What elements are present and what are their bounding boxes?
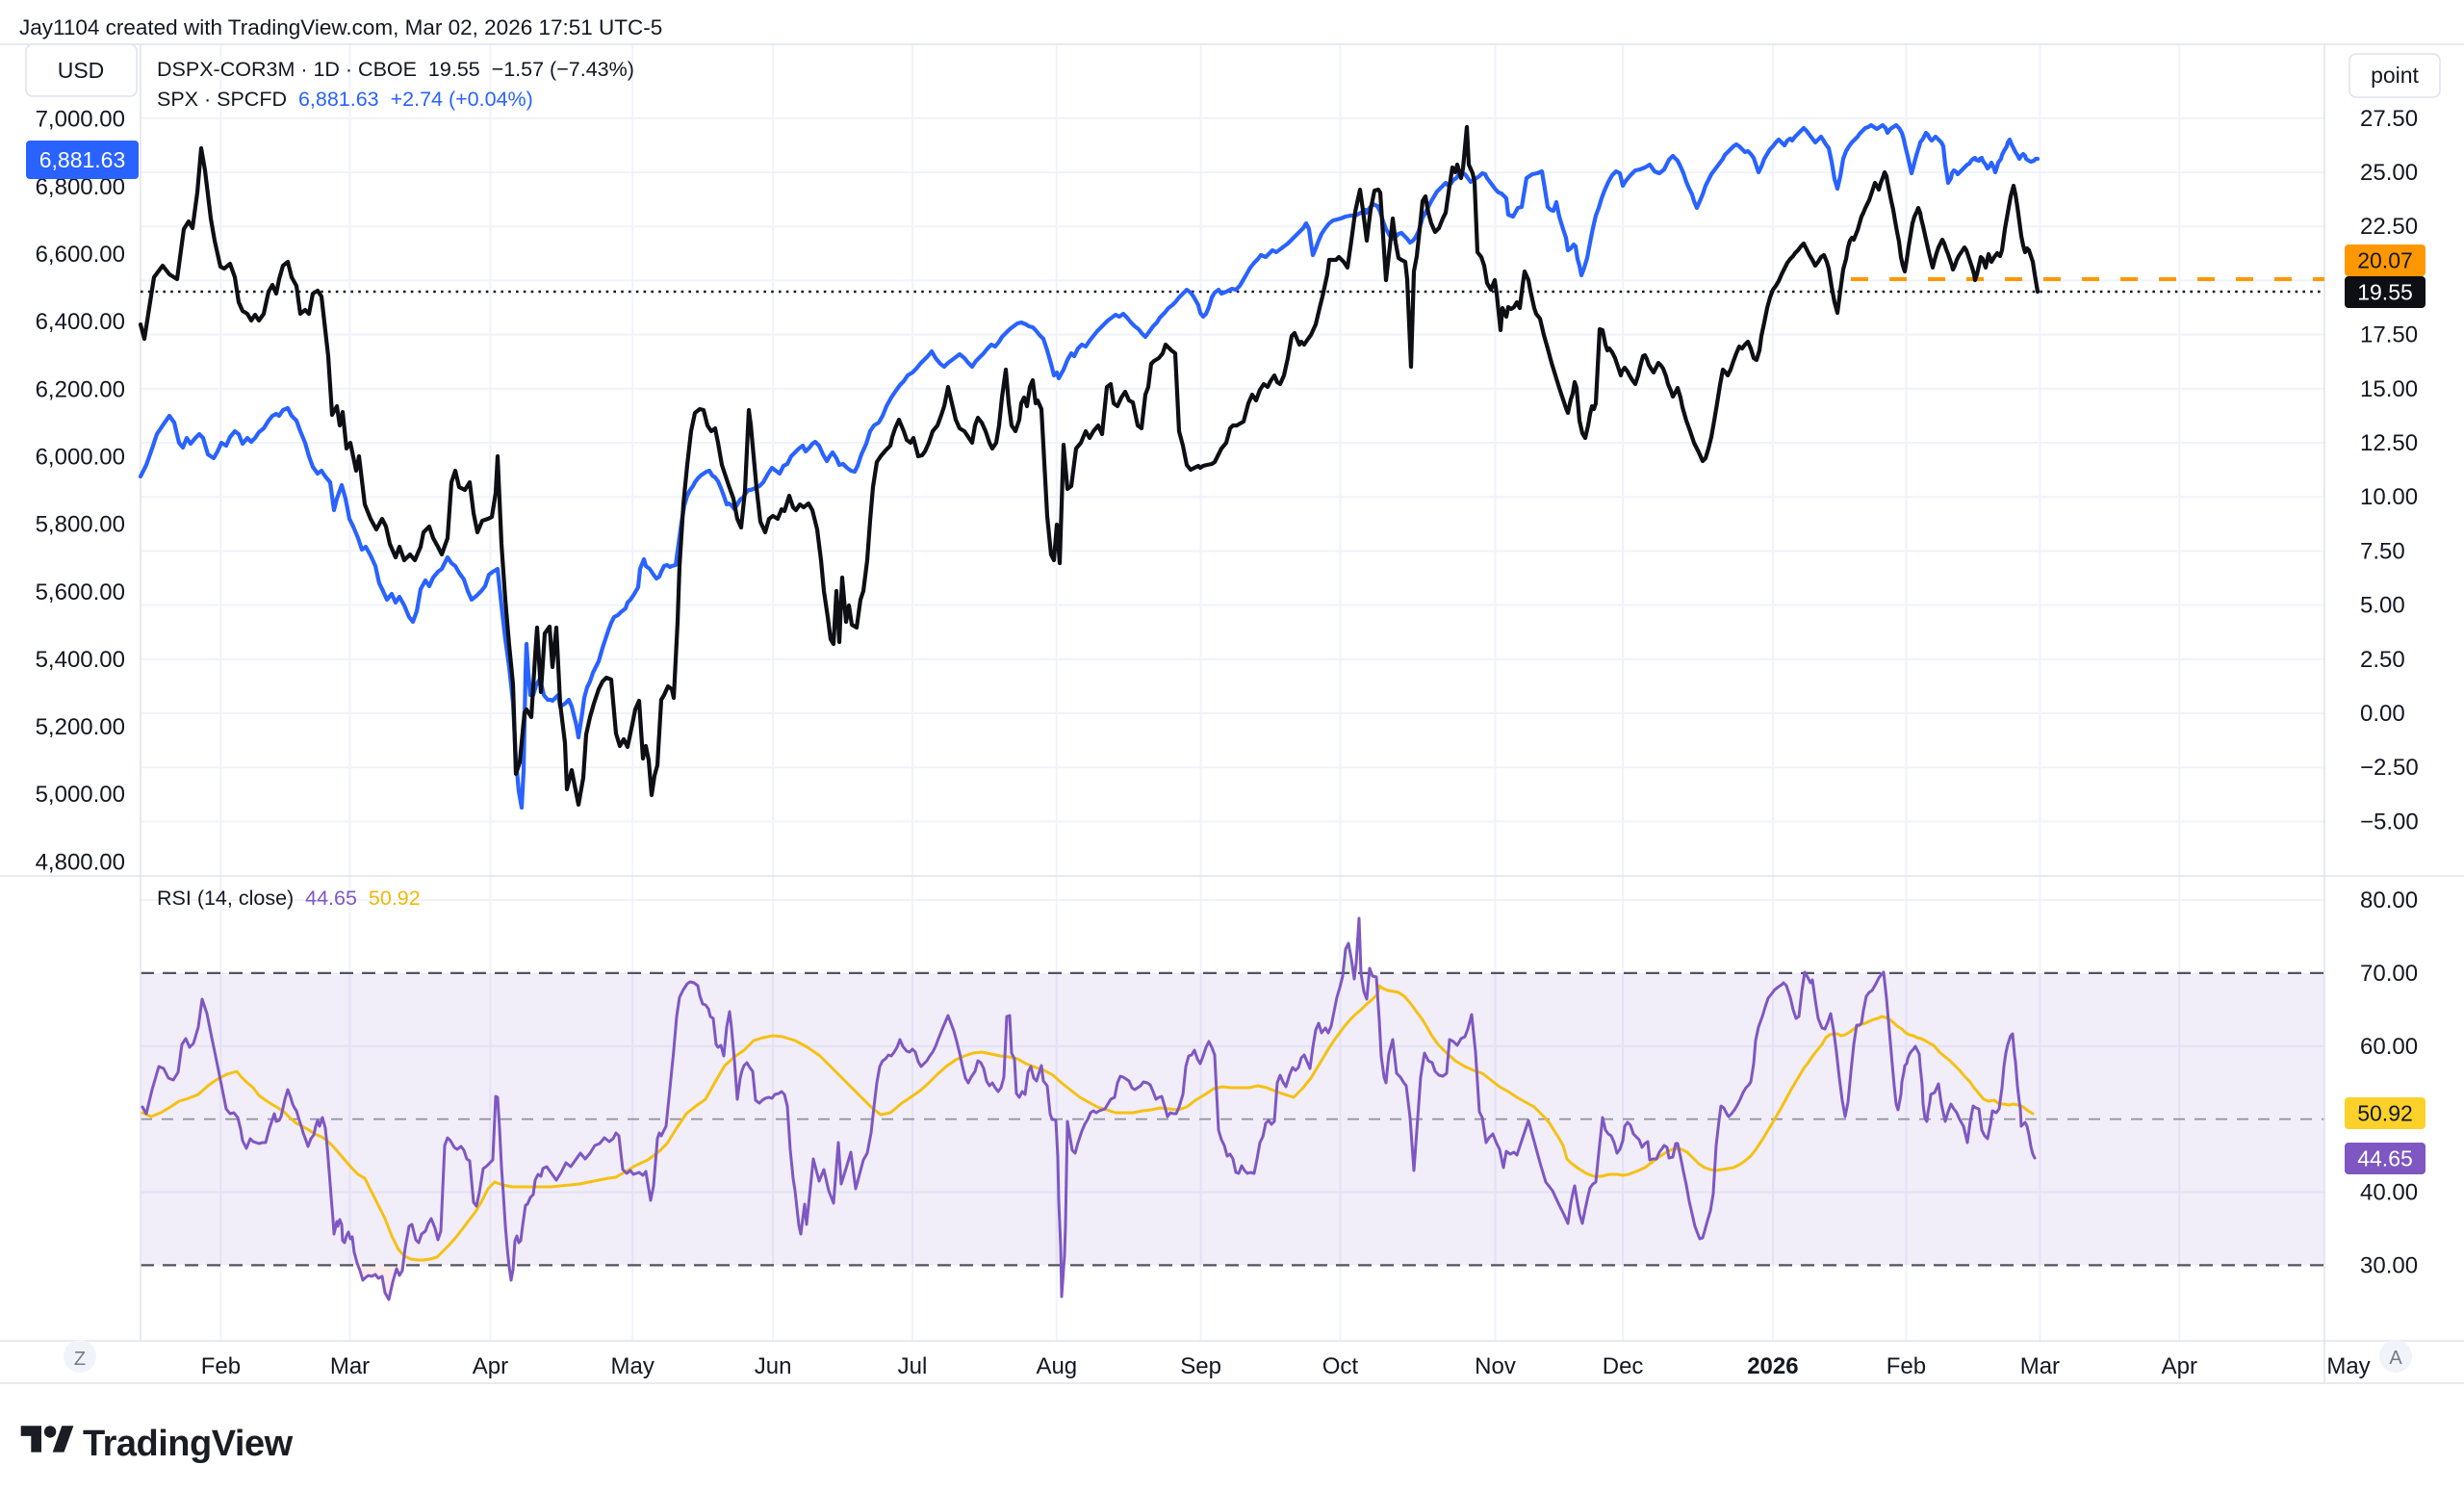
svg-text:Feb: Feb [201,1353,241,1379]
svg-text:RSI (14, close) 44.65 50.92: RSI (14, close) 44.65 50.92 [157,887,421,910]
svg-text:2.50: 2.50 [2360,647,2405,673]
svg-text:Z: Z [74,1349,86,1370]
svg-text:30.00: 30.00 [2360,1252,2418,1278]
svg-text:USD: USD [58,58,105,83]
svg-text:May: May [611,1353,654,1379]
svg-text:Jay1104 created with TradingVi: Jay1104 created with TradingView.com, Ma… [19,15,662,39]
svg-text:5,200.00: 5,200.00 [36,714,125,740]
svg-text:5,400.00: 5,400.00 [36,647,125,673]
svg-text:2026: 2026 [1747,1353,1798,1379]
svg-text:Apr: Apr [473,1353,508,1379]
svg-text:44.65: 44.65 [2357,1146,2413,1171]
svg-text:5,000.00: 5,000.00 [36,782,125,808]
svg-text:6,881.63: 6,881.63 [39,147,126,172]
svg-text:6,200.00: 6,200.00 [36,376,125,402]
svg-text:Jul: Jul [898,1353,928,1379]
svg-text:6,000.00: 6,000.00 [36,445,125,471]
svg-text:A: A [2389,1348,2402,1369]
svg-text:12.50: 12.50 [2360,430,2418,456]
svg-text:50.92: 50.92 [2357,1101,2413,1126]
svg-text:Sep: Sep [1180,1353,1221,1379]
svg-text:60.00: 60.00 [2360,1034,2418,1060]
svg-text:Dec: Dec [1603,1353,1644,1379]
svg-text:TradingView: TradingView [83,1424,294,1464]
svg-text:−2.50: −2.50 [2360,755,2419,781]
svg-text:80.00: 80.00 [2360,887,2418,913]
svg-text:7.50: 7.50 [2360,538,2405,564]
svg-text:Nov: Nov [1475,1353,1516,1379]
svg-text:Mar: Mar [330,1353,370,1379]
svg-text:−5.00: −5.00 [2360,809,2419,835]
svg-text:7,000.00: 7,000.00 [36,107,125,133]
svg-text:6,600.00: 6,600.00 [36,242,125,268]
svg-text:5.00: 5.00 [2360,593,2405,619]
svg-text:6,400.00: 6,400.00 [36,309,125,335]
svg-text:27.50: 27.50 [2360,106,2418,132]
svg-text:4,800.00: 4,800.00 [36,849,125,875]
svg-text:DSPX-COR3M · 1D · CBOE 19.55: DSPX-COR3M · 1D · CBOE 19.55 −1.57 (−7.4… [157,58,634,81]
svg-text:10.00: 10.00 [2360,484,2418,510]
svg-text:Aug: Aug [1036,1353,1077,1379]
svg-text:Feb: Feb [1886,1353,1926,1379]
svg-text:SPX · SPCFD 6,881.63 +2.74 (: SPX · SPCFD 6,881.63 +2.74 (+0.04%) [157,88,533,111]
svg-text:Apr: Apr [2162,1353,2197,1379]
svg-text:22.50: 22.50 [2360,214,2418,240]
svg-text:70.00: 70.00 [2360,961,2418,987]
svg-text:point: point [2371,63,2419,88]
svg-text:19.55: 19.55 [2357,280,2413,305]
svg-text:Oct: Oct [1322,1353,1359,1379]
svg-text:Mar: Mar [2020,1353,2060,1379]
svg-text:0.00: 0.00 [2360,701,2405,727]
svg-text:40.00: 40.00 [2360,1180,2418,1206]
svg-text:17.50: 17.50 [2360,322,2418,348]
svg-text:Jun: Jun [755,1353,792,1379]
svg-text:5,600.00: 5,600.00 [36,579,125,605]
svg-text:15.00: 15.00 [2360,376,2418,402]
svg-text:May: May [2326,1353,2370,1379]
svg-text:5,800.00: 5,800.00 [36,512,125,538]
svg-text:25.00: 25.00 [2360,160,2418,186]
svg-text:20.07: 20.07 [2357,248,2413,273]
